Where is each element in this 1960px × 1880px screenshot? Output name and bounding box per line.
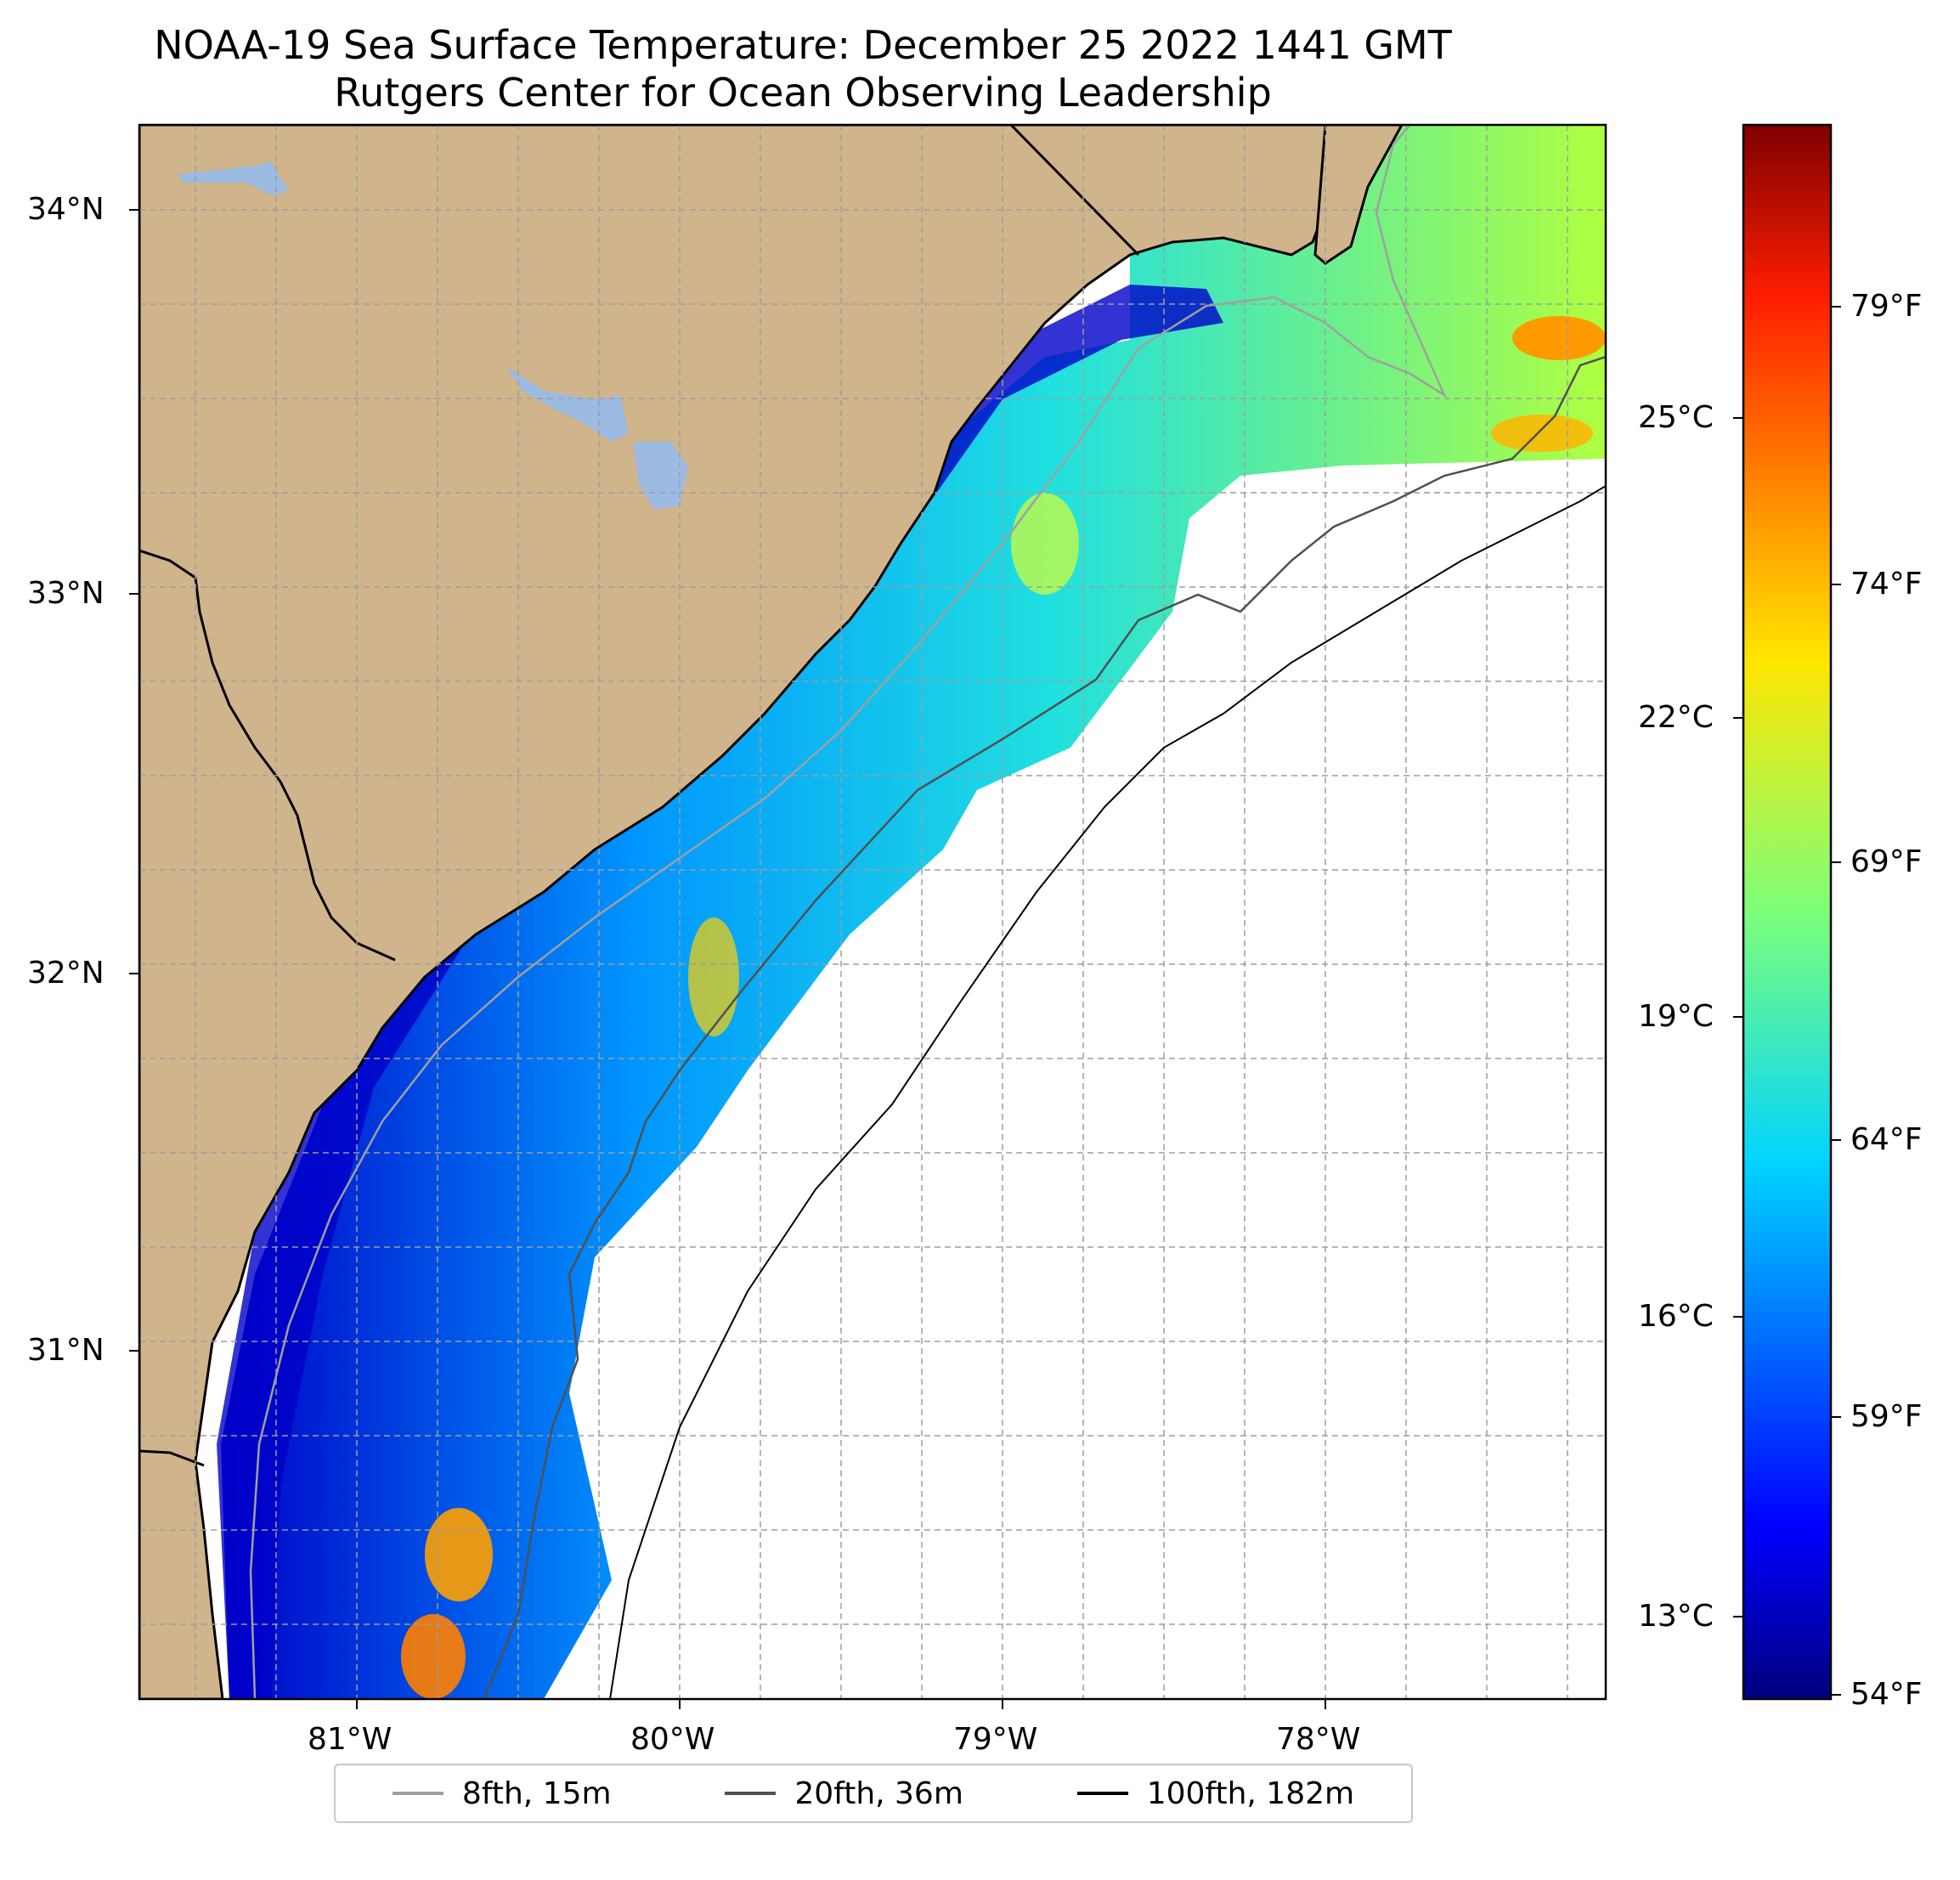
cbar-c-22: 22°C <box>1638 700 1714 735</box>
legend-entry-100fth: 100fth, 182m <box>1076 1776 1355 1811</box>
legend-swatch-8fth <box>392 1792 443 1795</box>
cbar-f-74: 74°F <box>1850 567 1923 601</box>
isobath-8fth <box>249 125 1447 1699</box>
map-gridlines <box>139 125 1606 1699</box>
cbar-c-16: 16°C <box>1638 1299 1714 1334</box>
cbar-f-69: 69°F <box>1850 844 1923 879</box>
legend-swatch-100fth <box>1076 1792 1128 1795</box>
isobath-20fth <box>483 355 1606 1699</box>
lon-label-81: 81°W <box>308 1722 393 1757</box>
axis-ticks <box>129 209 1326 1709</box>
cbar-c-19: 19°C <box>1638 999 1714 1034</box>
cbar-f-59: 59°F <box>1850 1399 1923 1434</box>
cbar-c-25: 25°C <box>1638 400 1714 435</box>
land-area-ne <box>1313 125 1404 265</box>
map-title: NOAA-19 Sea Surface Temperature: Decembe… <box>154 22 1452 68</box>
legend-label-100fth: 100fth, 182m <box>1146 1776 1355 1811</box>
sst-swath <box>217 125 1606 1699</box>
cbar-f-64: 64°F <box>1850 1122 1923 1157</box>
map-frame <box>138 123 1607 1701</box>
colorbar-gradient <box>1742 123 1833 1701</box>
land-area <box>139 125 1357 1699</box>
lon-label-78: 78°W <box>1276 1722 1361 1757</box>
lat-label-34: 34°N <box>27 192 104 227</box>
lon-label-79: 79°W <box>953 1722 1038 1757</box>
colorbar-ticks <box>1733 306 1841 1696</box>
legend-swatch-20fth <box>725 1792 777 1795</box>
lat-label-32: 32°N <box>27 956 104 991</box>
cbar-c-13: 13°C <box>1638 1599 1714 1634</box>
map-subtitle: Rutgers Center for Ocean Observing Leade… <box>334 70 1272 116</box>
state-boundaries <box>139 125 1140 1467</box>
legend-entry-20fth: 20fth, 36m <box>725 1776 963 1811</box>
isobath-100fth <box>609 485 1606 1699</box>
cbar-f-54: 54°F <box>1850 1677 1923 1712</box>
lat-label-31: 31°N <box>27 1333 104 1368</box>
isobath-legend: 8fth, 15m 20fth, 36m 100fth, 182m <box>334 1764 1413 1823</box>
cbar-f-79: 79°F <box>1850 289 1923 324</box>
legend-label-20fth: 20fth, 36m <box>794 1776 963 1811</box>
lon-label-80: 80°W <box>630 1722 715 1757</box>
lat-label-33: 33°N <box>27 576 104 611</box>
legend-label-8fth: 8fth, 15m <box>461 1776 612 1811</box>
legend-entry-8fth: 8fth, 15m <box>392 1776 612 1811</box>
